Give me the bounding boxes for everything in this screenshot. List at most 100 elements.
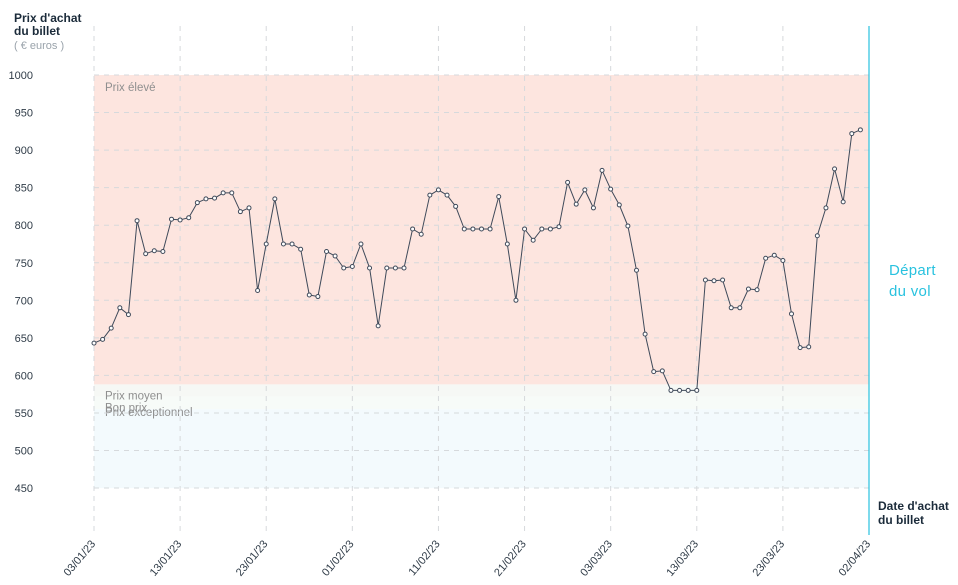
y-tick-7: 800	[15, 220, 33, 232]
data-point-8	[160, 248, 166, 254]
data-point-51	[530, 237, 536, 243]
x-axis-label-line-1: Date d'achat	[878, 499, 949, 513]
data-point-52	[539, 226, 545, 232]
data-point-44	[470, 226, 476, 232]
data-point-67	[668, 387, 674, 393]
data-point-79	[771, 252, 777, 258]
data-point-6	[143, 251, 149, 257]
y-tick-5: 700	[15, 295, 33, 307]
x-axis-label-line-2: du billet	[878, 513, 924, 527]
y-tick-0: 450	[15, 483, 33, 495]
band-label-1: Prix moyen	[105, 390, 163, 402]
y-tick-1: 500	[15, 446, 33, 458]
y-tick-8: 850	[15, 183, 33, 195]
data-point-12	[194, 200, 200, 206]
data-point-21	[272, 196, 278, 202]
data-point-54	[556, 224, 562, 230]
data-point-81	[789, 311, 794, 317]
data-point-69	[685, 387, 691, 393]
data-point-24	[298, 246, 304, 252]
data-point-17	[237, 209, 243, 215]
y-axis-label-line-2: du billet	[14, 24, 60, 38]
y-axis-label: Prix d'achat du billet	[14, 12, 82, 38]
data-point-77	[754, 287, 760, 293]
x-tick-6: 03/03/23	[578, 538, 615, 579]
departure-label: Départ du vol	[889, 260, 936, 302]
y-tick-10: 950	[15, 108, 33, 120]
band-2	[94, 396, 869, 410]
data-point-7	[151, 248, 157, 254]
data-point-4	[125, 312, 131, 318]
data-point-5	[134, 218, 140, 224]
data-point-56	[573, 201, 579, 207]
x-tick-3: 01/02/23	[320, 538, 357, 579]
data-point-28	[332, 253, 338, 259]
data-point-42	[453, 203, 459, 209]
data-point-74	[728, 305, 734, 311]
data-point-78	[763, 255, 769, 261]
data-point-25	[306, 292, 312, 298]
band-label-0: Prix élevé	[105, 82, 156, 94]
data-point-76	[745, 286, 751, 292]
y-axis-unit: ( € euros )	[14, 40, 65, 52]
x-tick-5: 21/02/23	[492, 538, 529, 579]
data-point-55	[565, 179, 571, 185]
data-point-49	[513, 297, 519, 303]
data-point-9	[169, 216, 174, 222]
departure-label-line-2: du vol	[889, 283, 931, 300]
data-point-18	[246, 205, 252, 211]
data-point-57	[582, 187, 588, 193]
x-tick-1: 13/01/23	[148, 538, 185, 579]
data-point-27	[324, 248, 329, 254]
data-point-80	[780, 257, 786, 263]
x-axis-label: Date d'achat du billet	[878, 499, 949, 527]
data-point-0	[91, 340, 97, 346]
data-point-68	[677, 387, 683, 393]
price-series	[91, 127, 863, 393]
data-point-34	[384, 265, 390, 271]
data-point-43	[461, 226, 467, 232]
x-tick-4: 11/02/23	[407, 538, 443, 578]
x-tick-2: 23/01/23	[234, 538, 271, 579]
data-point-58	[590, 205, 596, 211]
x-tick-7: 13/03/23	[664, 538, 701, 579]
data-point-65	[651, 369, 657, 375]
data-point-20	[263, 241, 269, 247]
y-tick-2: 550	[15, 408, 33, 420]
data-point-61	[616, 202, 622, 208]
data-point-70	[694, 387, 700, 393]
data-point-32	[367, 265, 373, 271]
y-tick-3: 600	[15, 370, 33, 382]
data-point-2	[108, 325, 114, 331]
data-point-88	[849, 131, 855, 137]
data-point-62	[625, 223, 631, 229]
x-tick-0: 03/01/23	[62, 538, 99, 579]
data-point-83	[806, 344, 812, 350]
data-point-41	[444, 192, 450, 198]
data-point-35	[392, 265, 398, 271]
data-point-46	[487, 226, 493, 232]
x-tick-8: 23/03/23	[750, 538, 787, 579]
data-point-29	[341, 265, 347, 271]
data-point-89	[857, 127, 863, 133]
data-point-60	[608, 186, 614, 192]
data-point-22	[280, 241, 286, 247]
data-point-10	[177, 217, 183, 223]
y-axis-label-line-1: Prix d'achat	[14, 11, 82, 25]
data-point-40	[435, 187, 441, 193]
data-point-72	[711, 278, 717, 284]
x-tick-9: 02/04/23	[837, 538, 874, 579]
data-point-14	[212, 195, 218, 201]
data-point-50	[522, 226, 528, 232]
data-point-45	[479, 226, 484, 232]
data-point-39	[427, 192, 433, 198]
y-tick-9: 900	[15, 145, 33, 157]
band-3	[94, 409, 869, 489]
data-point-26	[315, 294, 321, 300]
data-point-66	[659, 368, 665, 374]
data-point-15	[220, 190, 226, 196]
data-point-53	[547, 226, 553, 232]
data-point-64	[642, 331, 648, 337]
